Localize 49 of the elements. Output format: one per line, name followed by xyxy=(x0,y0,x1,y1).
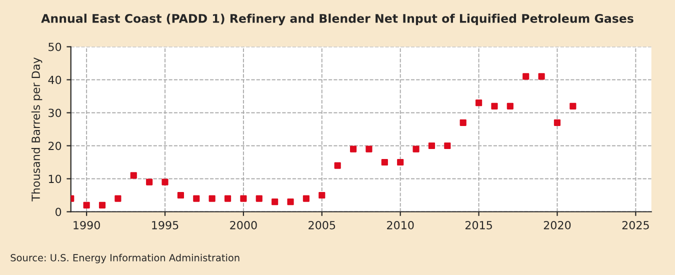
point xyxy=(397,158,404,166)
x-tick-label: 2005 xyxy=(308,220,336,230)
x-tick-label: 1990 xyxy=(74,220,100,230)
point xyxy=(302,195,310,202)
point xyxy=(272,198,278,206)
point xyxy=(570,102,576,110)
point xyxy=(114,195,122,202)
x-tick-label: 2025 xyxy=(622,220,649,230)
point xyxy=(146,178,153,186)
point xyxy=(381,158,388,166)
point xyxy=(476,100,482,106)
point xyxy=(256,195,262,202)
y-tick-label: 40 xyxy=(48,76,62,84)
y-tick-label: 20 xyxy=(48,142,62,150)
point xyxy=(460,119,466,126)
chart-title: Annual East Coast (PADD 1) Refinery and Blender Net Input of Liquified Petroleum Gases xyxy=(41,14,634,26)
y-tick-label: 0 xyxy=(56,208,62,216)
source-note: Source: U.S. Energy Information Administration xyxy=(10,254,240,264)
point xyxy=(177,192,184,199)
x-tick-label: 2010 xyxy=(387,220,414,230)
x-tick-label: 2015 xyxy=(465,220,492,230)
point xyxy=(491,102,498,110)
point xyxy=(240,195,247,202)
point xyxy=(522,73,530,80)
point xyxy=(444,142,451,150)
point xyxy=(83,202,90,208)
point xyxy=(428,142,436,150)
point xyxy=(412,146,420,152)
point xyxy=(318,192,326,199)
x-tick-label: 1995 xyxy=(152,220,178,230)
x-tick-label: 2000 xyxy=(230,220,257,230)
point xyxy=(208,195,216,202)
point xyxy=(224,195,232,202)
point xyxy=(366,146,372,152)
point xyxy=(287,198,294,206)
point xyxy=(538,73,545,80)
y-tick-label: 10 xyxy=(48,174,62,184)
point xyxy=(554,119,561,126)
point xyxy=(98,202,106,208)
point xyxy=(334,162,341,169)
y-axis-title: Thousand Barrels per Day xyxy=(31,57,42,202)
x-tick-label: 2020 xyxy=(544,220,571,230)
point xyxy=(193,195,200,202)
y-tick-label: 30 xyxy=(48,108,62,118)
point xyxy=(130,172,137,179)
point xyxy=(506,102,514,110)
point xyxy=(162,178,168,186)
y-tick-label: 50 xyxy=(48,42,62,52)
point xyxy=(350,146,357,152)
